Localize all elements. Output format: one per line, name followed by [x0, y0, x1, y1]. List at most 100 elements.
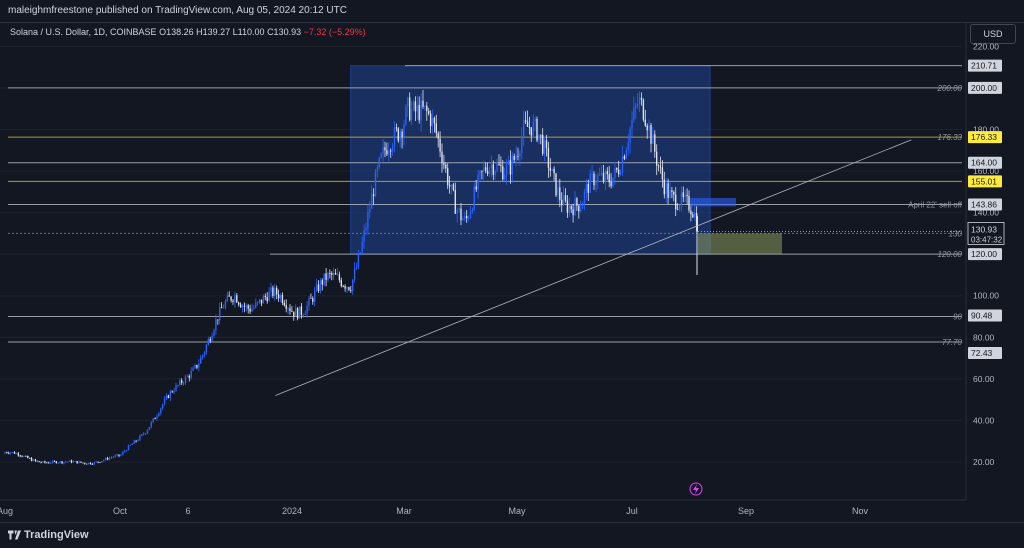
footer-brand: TradingView [24, 529, 89, 541]
candle-body [521, 136, 523, 154]
candle-body [59, 461, 61, 463]
price-tick-label: 140.00 [973, 208, 999, 218]
candle-body [661, 167, 664, 180]
candle-body [369, 208, 371, 213]
price-tick-label: 40.00 [973, 415, 995, 425]
candle-body [439, 138, 441, 152]
candle-body [152, 418, 154, 423]
candle-body [287, 308, 289, 310]
candle-body [105, 458, 107, 460]
candle-body [51, 461, 54, 463]
candle-body [509, 160, 512, 175]
last-candle-body [696, 216, 698, 232]
price-chart[interactable]: 200.00 176.33 April 22' sell off 130 120.00 9… [0, 22, 1024, 522]
candle-body [426, 105, 428, 112]
level-line-label: 90 [953, 312, 962, 321]
price-tick-label: 180.00 [973, 124, 999, 134]
candle-body [232, 300, 234, 302]
candle-body [483, 167, 485, 172]
candle-body [331, 273, 333, 275]
candle-body [74, 461, 76, 462]
candle-body [226, 295, 228, 302]
time-tick-label: May [508, 506, 526, 516]
candle-body [310, 297, 312, 299]
price-tag-label: 143.86 [971, 200, 997, 210]
candle-body [599, 174, 601, 176]
candle-body [616, 168, 618, 170]
candle-body [4, 452, 6, 454]
candle-body [471, 209, 474, 212]
candle-body [433, 117, 436, 124]
time-tick-label: Mar [396, 506, 412, 516]
candle-body [386, 150, 388, 155]
candle-body [595, 182, 597, 186]
candle-body [106, 458, 109, 460]
candle-body [101, 461, 103, 463]
candle-body [201, 354, 204, 358]
candle-body [186, 375, 189, 377]
candle-body [399, 131, 401, 141]
candle-body [255, 302, 257, 308]
time-tick-label: Oct [113, 506, 128, 516]
candle-body [11, 452, 14, 453]
candle-body [350, 289, 352, 291]
candle-body [363, 230, 365, 242]
candle-body [156, 416, 158, 419]
candle-body [534, 118, 536, 122]
currency-button[interactable]: USD [970, 24, 1016, 44]
candle-body [473, 186, 475, 210]
candle-body [177, 385, 179, 386]
candle-body [340, 280, 342, 286]
candle-body [272, 287, 274, 296]
projection-box [698, 233, 782, 255]
candle-body [513, 156, 515, 160]
candle-body [82, 462, 84, 464]
candle-body [42, 461, 44, 463]
candle-body [86, 463, 88, 465]
candle-body [321, 280, 323, 285]
candle-body [576, 198, 578, 206]
last-price-tag [967, 222, 1005, 245]
candle-body [553, 168, 555, 174]
candle-body [15, 453, 18, 455]
candle-body [110, 457, 113, 459]
candle-body [481, 170, 483, 172]
candle-body [486, 170, 489, 174]
candle-body [498, 163, 500, 165]
level-line-label: 120.00 [938, 250, 963, 259]
candle-body [673, 192, 675, 195]
candle-body [44, 461, 46, 463]
candle-body [300, 306, 303, 315]
candle-body [165, 395, 168, 399]
candle-body [124, 450, 126, 452]
candle-body [479, 170, 481, 175]
candle-body [55, 461, 57, 464]
candle-body [652, 134, 654, 144]
candle-body [597, 174, 599, 183]
candle-body [638, 97, 641, 104]
candle-body [678, 206, 681, 210]
range-zone [350, 65, 711, 255]
level-line-label: 200.00 [937, 84, 963, 93]
candle-body [361, 241, 363, 253]
candle-body [87, 462, 90, 465]
candle-body [504, 174, 506, 180]
price-tag-label: 90.48 [971, 310, 993, 320]
candle-body [91, 464, 94, 465]
candle-body [243, 305, 246, 307]
candle-body [654, 134, 656, 152]
price-tick-label: 220.00 [973, 41, 999, 51]
candle-body [412, 101, 415, 109]
candle-body [17, 453, 19, 456]
candle-body [312, 298, 314, 302]
candle-body [490, 164, 493, 169]
candle-body [317, 284, 320, 292]
candle-body [84, 462, 86, 464]
candle-body [260, 299, 263, 304]
price-tick-label: 100.00 [973, 291, 999, 301]
candle-body [625, 150, 627, 159]
candle-body [515, 155, 517, 160]
candle-body [564, 195, 567, 201]
candle-body [456, 209, 458, 214]
candle-body [34, 459, 37, 461]
